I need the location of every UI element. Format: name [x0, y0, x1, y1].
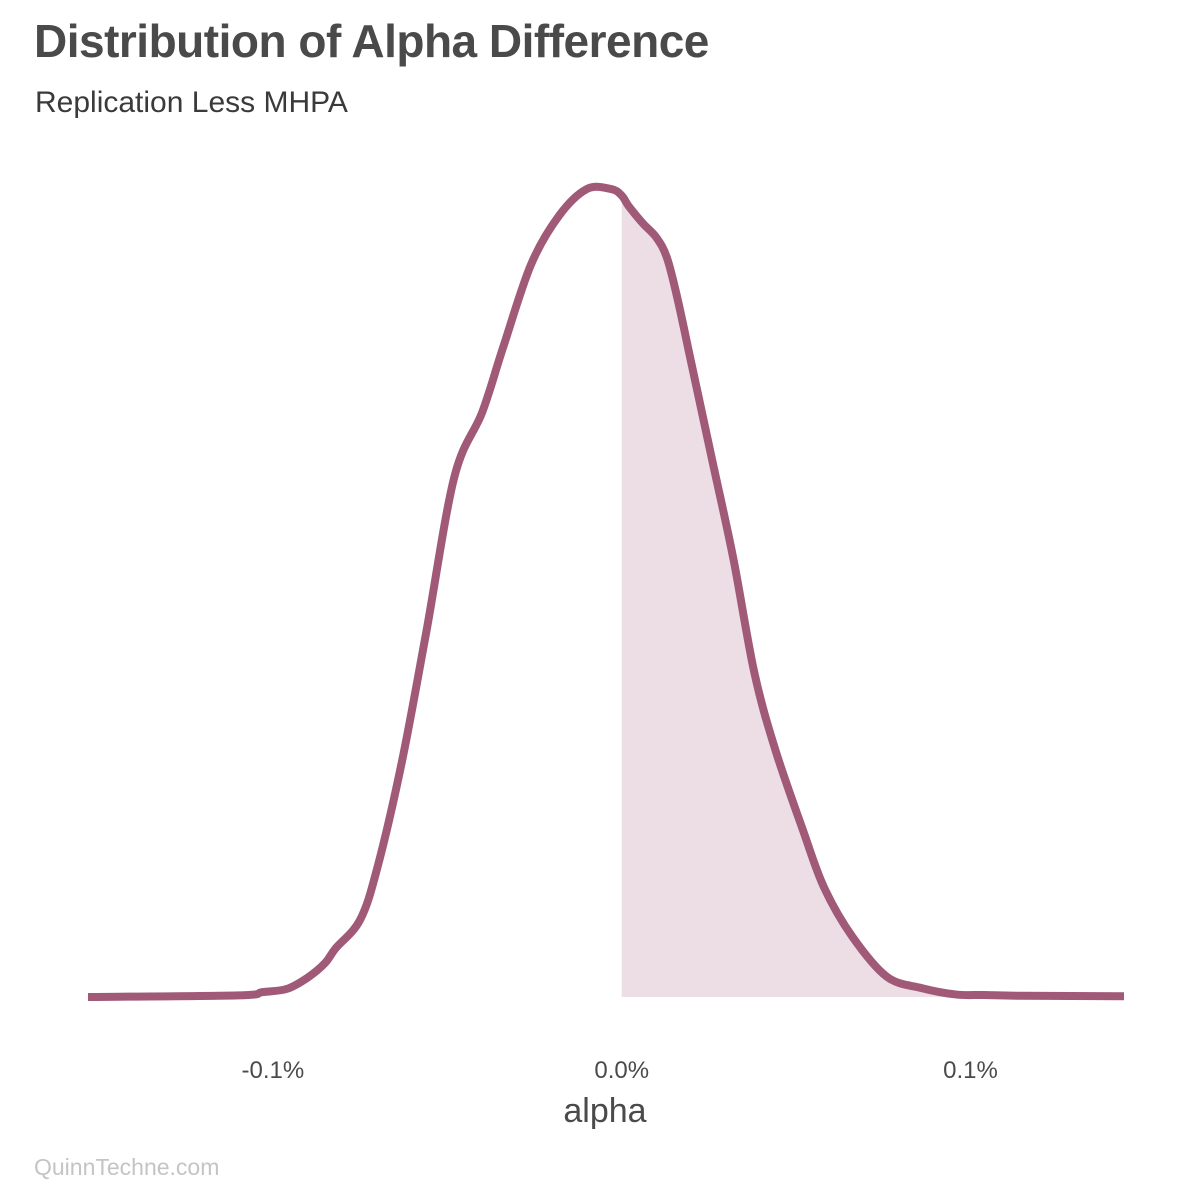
density-line — [87, 182, 1125, 1001]
x-axis-ticks: -0.1% 0.0% 0.1% — [242, 1057, 998, 1084]
x-axis-title: alpha — [563, 1092, 646, 1130]
x-tick-label: 0.0% — [594, 1057, 649, 1084]
chart-subtitle: Replication Less MHPA — [35, 86, 348, 119]
density-shaded-area — [621, 195, 1124, 997]
chart-title: Distribution of Alpha Difference — [34, 15, 709, 67]
x-tick-label: -0.1% — [242, 1057, 305, 1084]
x-tick-label: 0.1% — [943, 1057, 998, 1084]
watermark: QuinnTechne.com — [34, 1154, 220, 1180]
